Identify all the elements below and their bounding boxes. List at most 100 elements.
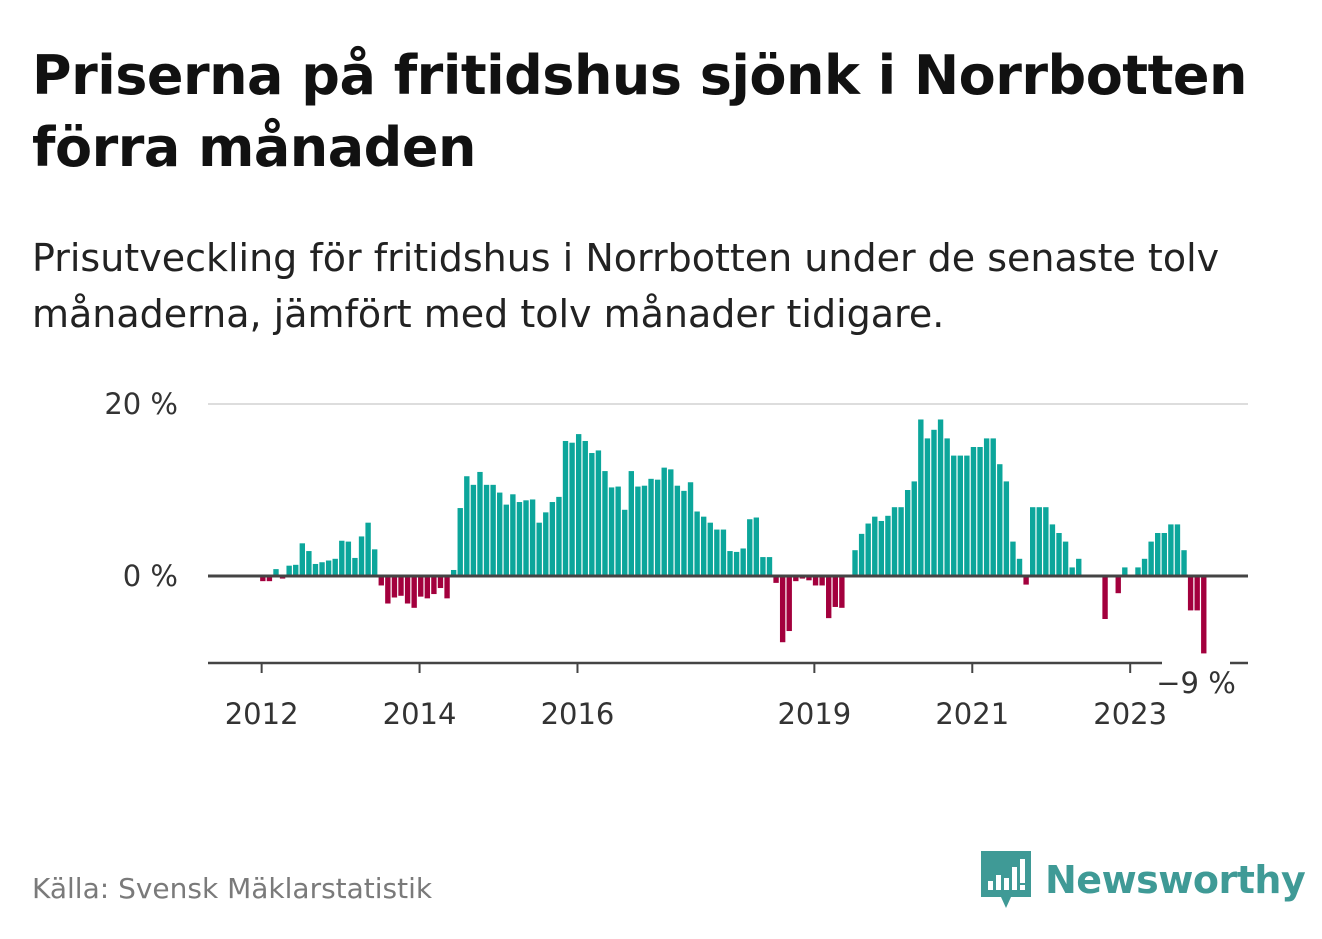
bar — [740, 548, 746, 576]
bar — [529, 499, 536, 576]
bar — [608, 487, 615, 576]
bar — [747, 519, 753, 576]
bar — [872, 516, 878, 576]
bar — [885, 515, 891, 576]
bar — [1102, 576, 1108, 619]
bar — [575, 434, 582, 576]
bar — [674, 485, 681, 576]
bar — [1023, 576, 1029, 585]
bar — [635, 486, 641, 576]
bar — [306, 551, 312, 576]
bar — [904, 490, 911, 576]
bar — [924, 438, 931, 576]
bar — [898, 507, 904, 576]
bar — [1141, 558, 1148, 576]
bar — [510, 494, 516, 576]
bar — [483, 484, 490, 576]
bar — [556, 496, 562, 576]
bar — [865, 523, 871, 576]
bar — [694, 511, 700, 576]
bar — [319, 562, 325, 576]
bar — [1161, 533, 1167, 576]
bar — [858, 533, 865, 576]
bar — [714, 529, 720, 576]
bar — [819, 576, 825, 586]
x-tick-label: 2012 — [225, 697, 299, 731]
bar — [464, 476, 470, 576]
bar — [312, 563, 319, 576]
source-note: Källa: Svensk Mäklarstatistik — [32, 872, 433, 905]
bar — [536, 522, 542, 576]
bar — [1201, 576, 1207, 654]
bar — [450, 569, 457, 576]
bar — [1194, 576, 1200, 611]
bar — [260, 576, 266, 582]
bar — [779, 576, 786, 643]
bar — [944, 438, 950, 576]
bar — [332, 558, 338, 576]
bar — [628, 471, 634, 576]
bar — [793, 576, 799, 582]
bar — [760, 557, 766, 576]
last-value-label: −9 % — [1156, 666, 1236, 700]
bar — [707, 522, 713, 576]
bar — [911, 481, 917, 576]
bar — [733, 551, 740, 576]
bar — [1168, 524, 1174, 576]
chart-subtitle: Prisutveckling för fritidshus i Norrbott… — [32, 236, 1220, 336]
bar — [385, 576, 391, 604]
bar — [1036, 507, 1042, 576]
bar — [424, 576, 431, 599]
bar — [1115, 576, 1121, 594]
bar — [516, 502, 523, 576]
bar — [595, 450, 602, 576]
bar — [602, 471, 608, 576]
bar — [1148, 541, 1154, 576]
bar — [543, 512, 549, 576]
bar — [1056, 533, 1062, 576]
bar — [1062, 541, 1069, 576]
bar — [503, 504, 509, 576]
bar — [293, 564, 299, 576]
axes — [208, 574, 1248, 673]
bar — [1003, 481, 1010, 576]
x-tick-label: 2021 — [935, 697, 1009, 731]
bar — [1122, 567, 1128, 576]
y-tick-label: 20 % — [104, 387, 178, 421]
bar — [391, 576, 398, 598]
bar — [641, 485, 648, 576]
bar — [523, 500, 529, 576]
bar — [918, 419, 924, 576]
bar — [812, 576, 819, 586]
bar — [404, 576, 411, 604]
bar — [1076, 558, 1082, 576]
bar — [654, 479, 661, 576]
bar — [477, 471, 483, 576]
bar — [983, 438, 990, 576]
bar — [1135, 567, 1141, 576]
bar — [1187, 576, 1194, 611]
bar — [437, 576, 444, 589]
bar — [852, 550, 858, 576]
bar — [562, 440, 569, 576]
bar — [286, 565, 292, 576]
bar — [681, 490, 687, 576]
bar — [457, 508, 463, 576]
bar — [352, 557, 358, 576]
bar — [1043, 507, 1049, 576]
bar — [490, 484, 496, 576]
bar — [970, 447, 977, 576]
tick-labels: 20 % 0 % 2012 2014 2016 2019 2021 2023−9 % — [104, 387, 1235, 731]
bar — [549, 502, 556, 576]
bar — [589, 453, 595, 576]
bar — [1010, 541, 1016, 576]
bar — [951, 455, 957, 576]
chart-title: Priserna på fritidshus sjönk i Norrbotte… — [32, 44, 1248, 179]
bar — [832, 576, 838, 607]
bar — [661, 467, 667, 576]
y-tick-label: 0 % — [123, 559, 178, 593]
bar — [431, 576, 437, 595]
bar — [727, 551, 733, 576]
bar — [997, 464, 1003, 576]
bar — [358, 536, 365, 576]
